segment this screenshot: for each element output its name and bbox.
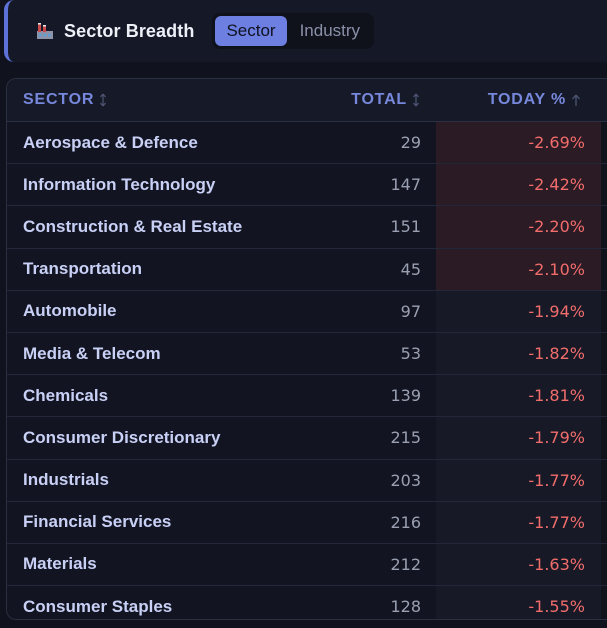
sector-name: Aerospace & Defence	[23, 132, 198, 152]
sector-name: Chemicals	[23, 385, 109, 405]
sort-updown-icon	[412, 93, 420, 107]
toggle-sector-button[interactable]: Sector	[215, 16, 287, 46]
sector-total: 212	[390, 554, 421, 574]
column-header-total[interactable]: TOTAL	[259, 79, 429, 121]
row-spacer	[601, 290, 607, 332]
table-row[interactable]: Consumer Staples 128 -1.55%	[7, 586, 607, 619]
table-header: SECTOR TOTAL TODAY %	[7, 79, 607, 122]
sector-today-change: -1.81%	[436, 375, 601, 417]
sector-today-change: -2.10%	[436, 248, 601, 290]
sector-total: 29	[400, 133, 421, 153]
sector-today-change: -2.42%	[436, 164, 601, 206]
sector-total: 45	[400, 259, 421, 279]
table-row[interactable]: Aerospace & Defence 29 -2.69%	[7, 122, 607, 165]
table-row[interactable]: Financial Services 216 -1.77%	[7, 501, 607, 544]
toggle-industry-button[interactable]: Industry	[299, 21, 361, 40]
table-row[interactable]: Media & Telecom 53 -1.82%	[7, 332, 607, 376]
sector-today-change: -1.77%	[436, 501, 601, 543]
sector-name: Construction & Real Estate	[23, 216, 243, 236]
row-spacer	[601, 501, 607, 543]
sort-asc-icon	[571, 93, 581, 107]
table-row[interactable]: Materials 212 -1.63%	[7, 543, 607, 587]
row-spacer	[601, 122, 607, 164]
column-header-sector[interactable]: SECTOR	[7, 79, 259, 121]
page-title: Sector Breadth	[64, 20, 195, 41]
sector-name: Financial Services	[23, 512, 172, 532]
row-spacer	[601, 248, 607, 290]
table-row[interactable]: Transportation 45 -2.10%	[7, 248, 607, 291]
row-spacer	[601, 417, 607, 459]
sector-today-change: -2.69%	[436, 122, 601, 164]
sector-today-change: -2.20%	[436, 206, 601, 248]
sort-updown-icon	[99, 93, 107, 107]
sector-total: 151	[390, 217, 421, 237]
row-spacer	[601, 543, 607, 586]
sector-today-change: -1.82%	[436, 332, 601, 375]
table-row[interactable]: Automobile 97 -1.94%	[7, 290, 607, 333]
sector-today-change: -1.94%	[436, 290, 601, 332]
sector-table: SECTOR TOTAL TODAY % Aerospace & Defence…	[6, 78, 607, 620]
sector-today-change: -1.63%	[436, 543, 601, 586]
column-header-today-label: TODAY %	[487, 91, 566, 108]
view-toggle: Sector Industry	[212, 13, 375, 49]
sector-total: 139	[390, 386, 421, 406]
column-header-today[interactable]: TODAY %	[429, 79, 591, 121]
row-spacer	[601, 206, 607, 248]
sector-today-change: -1.55%	[436, 586, 601, 619]
row-spacer	[601, 332, 607, 375]
sector-name: Transportation	[23, 259, 143, 279]
table-row[interactable]: Construction & Real Estate 151 -2.20%	[7, 206, 607, 249]
sector-total: 215	[390, 428, 421, 448]
sector-breadth-header: Sector Breadth Sector Industry	[4, 0, 607, 62]
sector-total: 53	[400, 344, 421, 364]
column-header-total-label: TOTAL	[351, 91, 407, 108]
row-spacer	[601, 375, 607, 417]
sector-name: Consumer Staples	[23, 596, 173, 616]
row-spacer	[601, 459, 607, 501]
sector-total: 128	[390, 597, 421, 617]
sector-name: Consumer Discretionary	[23, 427, 221, 447]
table-row[interactable]: Chemicals 139 -1.81%	[7, 375, 607, 418]
table-row[interactable]: Consumer Discretionary 215 -1.79%	[7, 417, 607, 460]
sector-name: Information Technology	[23, 174, 216, 194]
sector-today-change: -1.79%	[436, 417, 601, 459]
table-row[interactable]: Information Technology 147 -2.42%	[7, 164, 607, 207]
sector-name: Industrials	[23, 470, 109, 490]
table-body: Aerospace & Defence 29 -2.69% Informatio…	[7, 122, 607, 619]
table-row[interactable]: Industrials 203 -1.77%	[7, 459, 607, 502]
row-spacer	[601, 164, 607, 206]
sector-total: 147	[390, 175, 421, 195]
sector-today-change: -1.77%	[436, 459, 601, 501]
column-header-sector-label: SECTOR	[23, 91, 95, 108]
sector-name: Materials	[23, 554, 97, 574]
sector-name: Automobile	[23, 301, 117, 321]
sector-total: 97	[400, 301, 421, 321]
factory-icon	[34, 20, 56, 42]
sector-name: Media & Telecom	[23, 343, 161, 363]
sector-total: 203	[390, 470, 421, 490]
sector-total: 216	[390, 512, 421, 532]
row-spacer	[601, 586, 607, 619]
